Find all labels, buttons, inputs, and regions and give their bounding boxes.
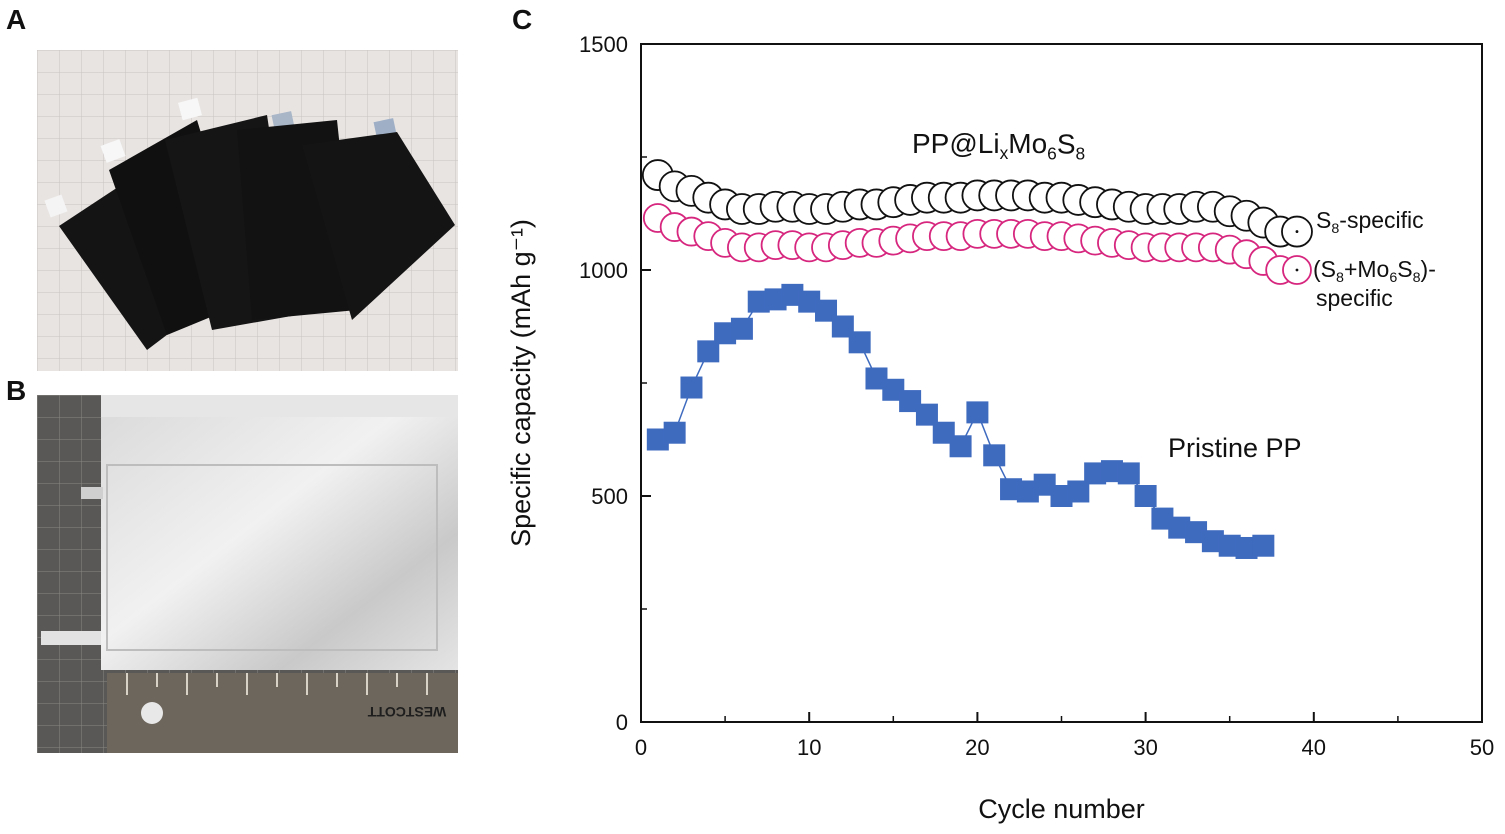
pristine-point — [882, 378, 905, 401]
total-last-dot — [1295, 268, 1299, 272]
pristine-point — [966, 401, 989, 424]
electrodes-illustration — [37, 50, 458, 371]
pristine-point — [1252, 534, 1275, 557]
x-tick-label: 50 — [1470, 735, 1494, 760]
pristine-point — [1000, 478, 1023, 501]
pristine-point — [899, 390, 922, 413]
pristine-point — [815, 299, 838, 322]
x-tick-label: 40 — [1302, 735, 1326, 760]
pouch-illustration: WESTCOTT — [37, 395, 458, 753]
pristine-point — [1084, 462, 1107, 485]
panel-label-b: B — [6, 375, 27, 406]
pristine-point — [764, 288, 787, 311]
y-tick-label: 0 — [616, 710, 628, 735]
total-label-line2: specific — [1316, 285, 1393, 311]
pristine-point — [646, 428, 669, 451]
pristine-point — [1201, 530, 1224, 553]
pristine-point — [680, 376, 703, 399]
total-label-line1: (S8+Mo6S8)- — [1313, 256, 1436, 286]
y-tick-label: 1500 — [579, 32, 628, 57]
pristine-point — [915, 403, 938, 426]
s8-label: S8-specific — [1316, 207, 1424, 237]
pristine-point — [747, 290, 770, 313]
pristine-point — [714, 322, 737, 345]
x-tick-label: 20 — [965, 735, 989, 760]
pristine-point — [798, 290, 821, 313]
pristine-point — [1218, 534, 1241, 557]
pristine-point — [1185, 521, 1208, 544]
ruler-brand-text: WESTCOTT — [367, 704, 446, 720]
pristine-point — [1100, 460, 1123, 483]
group-label: PP@LixMo6S8 — [912, 128, 1085, 163]
pristine-point — [1117, 462, 1140, 485]
pristine-point — [730, 317, 753, 340]
x-tick-label: 10 — [797, 735, 821, 760]
pristine-point — [697, 340, 720, 363]
x-axis-title: Cycle number — [978, 794, 1145, 824]
x-tick-label: 30 — [1133, 735, 1157, 760]
pristine-point — [663, 421, 686, 444]
y-tick-label: 500 — [591, 484, 628, 509]
pristine-point — [949, 435, 972, 458]
panel-label-a: A — [6, 4, 27, 35]
x-tick-label: 0 — [635, 735, 647, 760]
pristine-point — [1016, 480, 1039, 503]
pristine-point — [1050, 485, 1073, 507]
pristine-point — [983, 444, 1006, 467]
pristine-point — [831, 315, 854, 338]
pristine-point — [781, 283, 804, 306]
pristine-point — [1067, 480, 1090, 503]
pristine-point — [1151, 507, 1174, 530]
pristine-point — [848, 331, 871, 354]
pristine-point — [932, 421, 955, 444]
pouch-cell-electrodes-photo — [37, 50, 458, 371]
s8-last-dot — [1295, 230, 1299, 233]
pristine-point — [1134, 485, 1157, 507]
pristine-label: Pristine PP — [1168, 433, 1302, 463]
y-axis-title: Specific capacity (mAh g⁻¹) — [506, 219, 536, 547]
pristine-point — [865, 367, 888, 390]
pristine-point — [1235, 536, 1258, 559]
pristine-point — [1033, 473, 1056, 496]
panel-label-c: C — [512, 4, 533, 35]
y-tick-label: 1000 — [579, 258, 628, 283]
pristine-point — [1168, 516, 1191, 539]
sealed-pouch-cell-photo: WESTCOTT — [37, 395, 458, 753]
